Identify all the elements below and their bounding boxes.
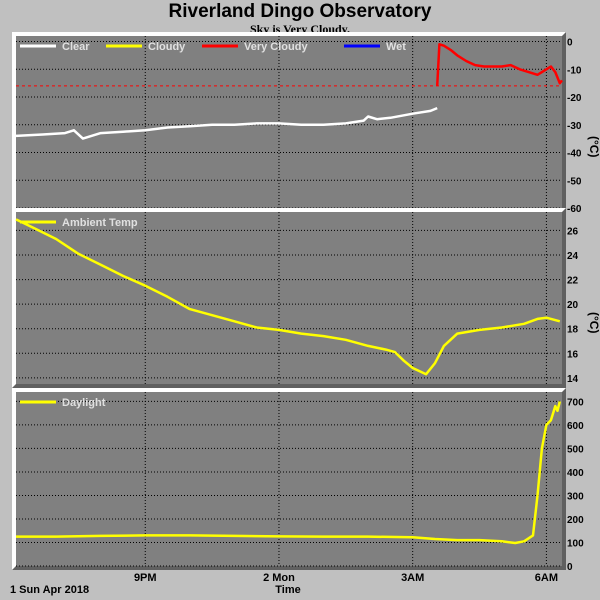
x-tick-label: 9PM: [134, 572, 157, 584]
daylight-legend-label: Daylight: [62, 397, 106, 409]
daylight-series-line: [16, 401, 562, 545]
daylight-ytick-label: 0: [567, 562, 573, 573]
sky-ytick-label: -10: [567, 65, 582, 76]
sky-legend-label: Clear: [62, 41, 90, 53]
daylight-ytick-label: 600: [567, 421, 584, 432]
ambient-series-line: [15, 218, 561, 376]
daylight-ytick-label: 700: [567, 397, 584, 408]
ambient-ytick-label: 22: [567, 276, 579, 287]
daylight-ytick-label: 200: [567, 515, 584, 526]
daylight-ytick-label: 500: [567, 444, 584, 455]
date-label: 1 Sun Apr 2018: [10, 584, 89, 596]
ambient-panel: 14 16 18 20 22 24 26 (°C) Ambient Temp: [12, 208, 600, 388]
ambient-y-unit: (°C): [587, 312, 600, 333]
daylight-ytick-label: 400: [567, 468, 584, 479]
sky-ytick-label: 0: [567, 38, 573, 49]
sky-legend-label: Wet: [386, 41, 406, 53]
sky-panel: 0 -10 -20 -30 -40 -50 -60 (°C) Clear Cloudy Very C…: [12, 32, 600, 215]
page-title: Riverland Dingo Observatory: [168, 1, 432, 22]
sky-legend-label: Very Cloudy: [244, 41, 308, 53]
sky-ytick-label: -30: [567, 121, 582, 132]
sky-ytick-label: -40: [567, 149, 582, 160]
daylight-panel: 0 100 200 300 400 500 600 700 Daylight: [12, 388, 584, 573]
daylight-ytick-label: 300: [567, 491, 584, 502]
ambient-ytick-label: 14: [567, 374, 579, 385]
sky-series-line: [435, 43, 563, 86]
sky-ytick-label: -60: [567, 204, 582, 215]
x-tick-label: 2 Mon: [263, 572, 295, 584]
ambient-plot-area: [16, 212, 562, 384]
x-tick-label: 6AM: [535, 572, 558, 584]
ambient-legend-label: Ambient Temp: [62, 217, 138, 229]
ambient-ytick-label: 26: [567, 226, 579, 237]
sky-y-unit: (°C): [587, 136, 600, 157]
daylight-ytick-label: 100: [567, 538, 584, 549]
ambient-ytick-label: 24: [567, 251, 579, 262]
ambient-ytick-label: 18: [567, 325, 579, 336]
ambient-ytick-label: 16: [567, 349, 579, 360]
x-axis-title: Time: [275, 584, 300, 596]
sky-legend-label: Cloudy: [148, 41, 186, 53]
sky-ytick-label: -50: [567, 176, 582, 187]
x-tick-label: 3AM: [401, 572, 424, 584]
sky-ytick-label: -20: [567, 93, 582, 104]
ambient-ytick-label: 20: [567, 300, 579, 311]
sky-plot-area: [16, 36, 562, 208]
sky-series-line: [15, 106, 438, 140]
